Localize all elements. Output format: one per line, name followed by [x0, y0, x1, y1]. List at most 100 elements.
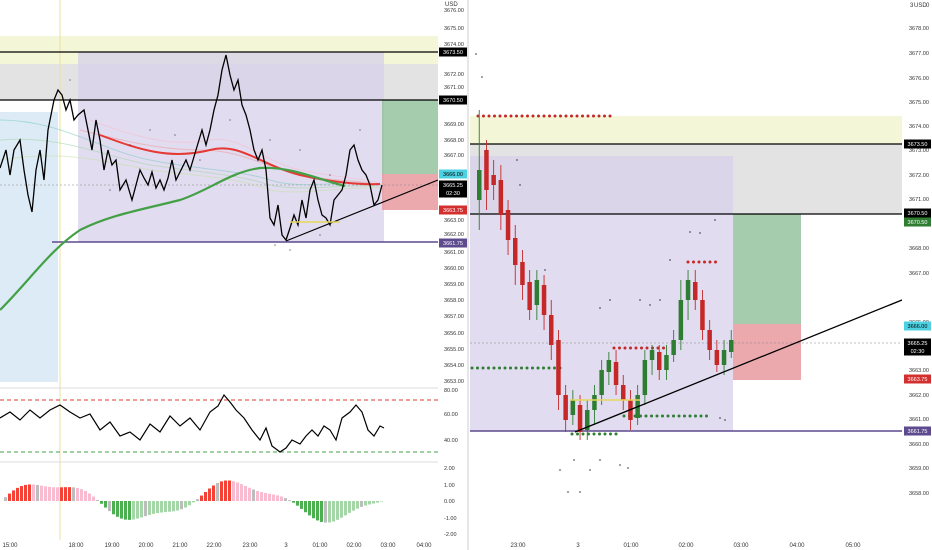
- left-session-blue-zone: [0, 112, 58, 382]
- candle: [498, 165, 504, 230]
- green-dot: [688, 414, 692, 418]
- red-dot: [603, 114, 606, 118]
- red-dot: [537, 114, 540, 118]
- red-dot: [608, 114, 612, 118]
- right-price-tag: 3670.50: [904, 208, 931, 218]
- red-dot: [476, 114, 480, 118]
- right-price-tick: 3672.00: [909, 173, 929, 179]
- macd-bar: [276, 495, 279, 501]
- left-time-tick: 21:00: [172, 543, 188, 549]
- right-green-dot-levels: [470, 366, 708, 436]
- left-time-tick: 18:00: [68, 543, 84, 549]
- left-time-tick: 01:00: [312, 543, 328, 549]
- left-stop-red-zone: [382, 174, 438, 210]
- candle: [599, 360, 604, 405]
- macd-bar: [28, 484, 31, 501]
- macd-bar: [80, 489, 83, 501]
- candle: [678, 280, 684, 350]
- right-price-axis[interactable]: [902, 0, 932, 540]
- rsi-tick: 60.00: [444, 412, 458, 418]
- candle: [664, 345, 669, 380]
- candle: [649, 345, 655, 375]
- red-dot: [597, 114, 601, 118]
- right-time-axis[interactable]: 23:00 3 01:00 02:00 03:00 04:00 05:00: [510, 543, 861, 549]
- macd-tick: -1.00: [444, 516, 457, 522]
- right-price-tags: 3673.50 3670.50 3670.50 3666.00 3665.25 02:30…: [904, 139, 931, 436]
- macd-bar: [72, 487, 75, 501]
- macd-bar: [312, 501, 315, 519]
- right-time-tick: 02:00: [678, 543, 694, 549]
- macd-bar: [252, 489, 255, 501]
- green-dot: [614, 432, 618, 436]
- macd-bar: [304, 501, 307, 513]
- green-dot: [622, 414, 626, 418]
- macd-histogram: [4, 480, 383, 523]
- macd-bar: [316, 501, 319, 521]
- macd-bar: [232, 481, 235, 501]
- macd-bar: [168, 501, 171, 512]
- red-dot: [564, 114, 568, 118]
- macd-bar: [284, 498, 287, 501]
- macd-bar: [264, 493, 267, 501]
- macd-bar: [184, 501, 187, 508]
- left-price-tick: 3675.00: [444, 26, 464, 32]
- macd-bar: [372, 501, 375, 504]
- left-price-axis[interactable]: [438, 0, 468, 400]
- right-candlesticks: [477, 110, 734, 440]
- macd-bar: [296, 501, 299, 506]
- macd-bar: [308, 501, 311, 516]
- left-time-tick: 3: [284, 543, 288, 549]
- left-price-ticks: 3676.00 3675.00 3674.00 3672.00 3671.00 3669.…: [444, 8, 464, 385]
- candle: [505, 200, 511, 255]
- green-dot: [666, 414, 670, 418]
- green-dot: [470, 366, 474, 370]
- macd-bar: [64, 487, 67, 501]
- right-ascending-trendline[interactable]: [574, 299, 903, 433]
- macd-bar: [124, 501, 127, 520]
- right-price-tick: 3673.00: [909, 148, 929, 154]
- right-sar-dots: [475, 53, 726, 493]
- green-dot: [492, 366, 496, 370]
- green-dot: [576, 432, 579, 436]
- left-price-tag: 3666.00: [439, 169, 467, 179]
- left-price-tick: 3661.00: [444, 250, 464, 256]
- right-chart-panel[interactable]: 3678.00 3677.00 3676.00 3675.00 3674.00 3673.…: [470, 0, 932, 549]
- candle: [577, 395, 583, 440]
- candle: [549, 300, 554, 360]
- candle: [527, 270, 532, 320]
- macd-bar: [300, 501, 303, 509]
- green-dot: [603, 432, 607, 436]
- right-price-tag: 3661.75: [904, 426, 931, 436]
- right-price-tag-label: 3670.50: [908, 211, 928, 217]
- right-header-digits: 3: [910, 3, 914, 9]
- macd-bar: [200, 495, 203, 501]
- candle: [570, 390, 576, 425]
- macd-bar: [356, 501, 359, 509]
- macd-bar: [228, 480, 231, 501]
- left-price-tag: 3661.75: [439, 238, 467, 248]
- left-price-tick: 3653.00: [444, 379, 464, 385]
- green-dot: [487, 366, 490, 370]
- red-dot: [708, 260, 712, 264]
- candle: [657, 345, 662, 380]
- right-time-tick: 05:00: [845, 543, 861, 549]
- left-time-axis[interactable]: 15:00 18:00 19:00 20:00 21:00 22:00 23:00 3 01:0…: [2, 543, 432, 549]
- right-price-tag: 3670.50: [904, 217, 931, 227]
- left-price-tags: 3673.50 3670.50 3666.00 3665.25 02:30 3663.75…: [439, 47, 467, 248]
- red-dot: [515, 114, 518, 118]
- left-chart-panel[interactable]: 3676.00 3675.00 3674.00 3672.00 3671.00 3669.…: [0, 0, 468, 549]
- macd-bar: [92, 496, 95, 501]
- candle: [721, 340, 727, 375]
- macd-bar: [360, 501, 363, 507]
- macd-bar: [336, 501, 339, 520]
- macd-bar: [176, 501, 179, 511]
- rsi-tick: 80.00: [444, 388, 458, 394]
- green-dot: [705, 414, 708, 418]
- macd-bar: [248, 487, 251, 501]
- left-ema-green-line: [0, 166, 346, 311]
- right-price-tick: 3668.00: [909, 246, 929, 252]
- left-ascending-trendline[interactable]: [285, 179, 439, 242]
- right-currency-label: USD: [914, 3, 927, 9]
- macd-bar: [192, 501, 195, 503]
